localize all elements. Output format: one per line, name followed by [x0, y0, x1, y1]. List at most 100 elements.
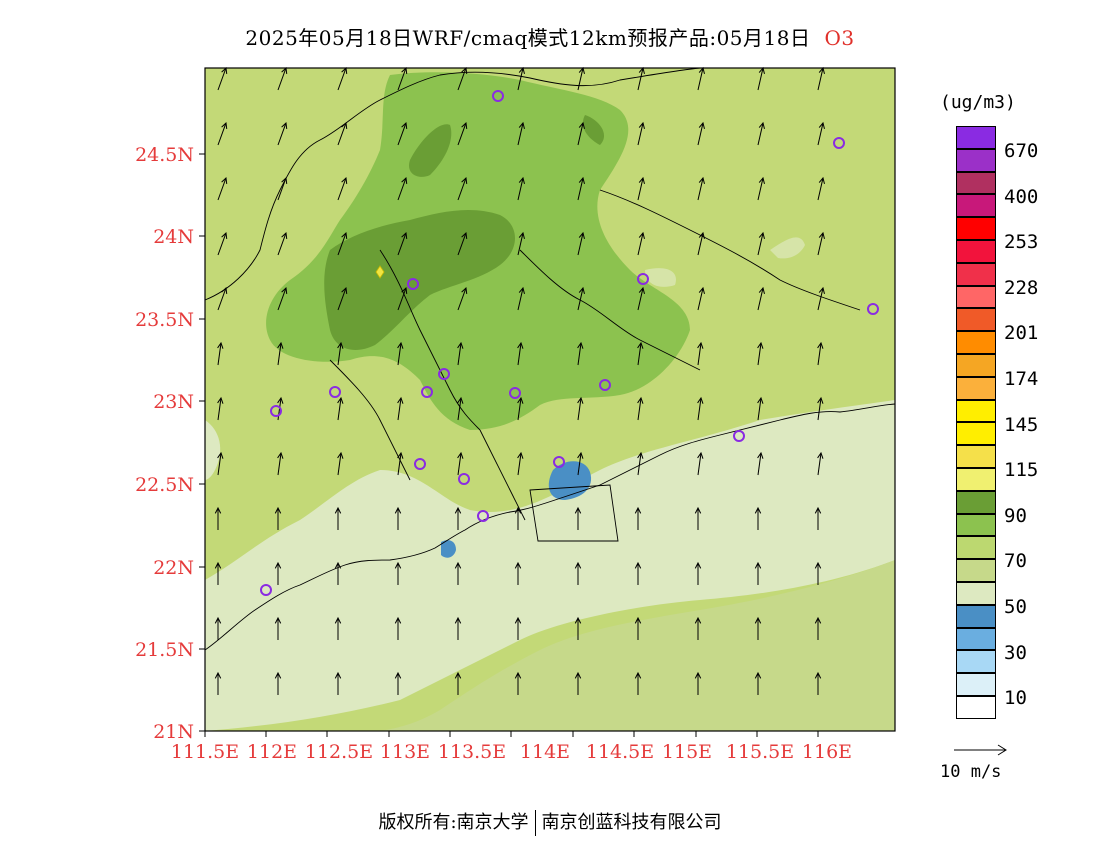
- inner-border-1: [379, 249, 481, 431]
- inner-border-4: [329, 359, 411, 481]
- wind-reference-arrow: [954, 744, 1007, 756]
- wind-arrow-head: [818, 176, 825, 184]
- wind-arrow-head: [518, 231, 525, 239]
- wind-arrow-head: [281, 176, 288, 185]
- wind-arrow-head: [457, 451, 464, 459]
- wind-arrow-head: [637, 341, 644, 349]
- wind-arrow-head: [221, 231, 228, 240]
- station-marker: [599, 379, 611, 391]
- wind-arrow-head: [517, 396, 524, 404]
- wind-arrow: [397, 287, 407, 311]
- wind-arrow-head: [754, 671, 762, 679]
- legend-swatch: [956, 148, 996, 172]
- wind-arrow: [817, 232, 824, 256]
- wind-arrow: [757, 232, 764, 256]
- wind-arrow-head: [694, 506, 702, 514]
- station-marker: [477, 510, 489, 522]
- wind-arrow-head: [341, 176, 348, 185]
- station-marker: [733, 430, 745, 442]
- wind-arrow: [637, 122, 644, 146]
- wind-arrow-head: [394, 506, 402, 514]
- wind-arrow-head: [817, 451, 824, 459]
- wind-arrow: [457, 342, 462, 366]
- wind-arrow: [217, 452, 222, 476]
- wind-arrow-head: [578, 176, 585, 184]
- legend-swatch: [956, 468, 996, 491]
- wind-arrow-head: [634, 561, 642, 569]
- wind-arrow: [697, 342, 702, 366]
- lat-label: 23.5N: [135, 309, 194, 331]
- wind-arrow: [397, 397, 402, 421]
- wind-arrow-head: [401, 286, 408, 295]
- station-marker: [867, 303, 879, 315]
- wind-arrow-head: [818, 231, 825, 239]
- wind-arrow: [217, 67, 227, 91]
- wind-arrow-head: [454, 616, 462, 624]
- wind-arrow: [637, 232, 644, 256]
- wind-arrow-head: [337, 451, 344, 459]
- wind-arrow: [277, 67, 287, 91]
- lon-label: 116E: [802, 741, 852, 763]
- wind-vectors: [214, 66, 825, 695]
- wind-arrow-head: [401, 231, 408, 240]
- map-title: 2025年05月18日WRF/cmaq模式12km预报产品:05月18日 O3: [0, 22, 1100, 51]
- wind-arrow-head: [634, 671, 642, 679]
- wind-arrow: [637, 177, 644, 201]
- wind-arrow: [217, 397, 222, 421]
- wind-arrow-head: [517, 341, 524, 349]
- wind-arrow-head: [281, 231, 288, 240]
- wind-arrow-head: [574, 561, 582, 569]
- wind-arrow: [277, 342, 282, 366]
- wind-arrow-head: [638, 231, 645, 239]
- field-dark-green-3: [582, 115, 605, 145]
- wind-arrow-head: [698, 176, 705, 184]
- field-pale-west: [205, 420, 221, 480]
- wind-arrow: [517, 122, 524, 146]
- legend-swatch: [956, 582, 996, 605]
- wind-arrow-head: [694, 561, 702, 569]
- legend-swatch: [956, 354, 996, 377]
- wind-arrow-head: [697, 451, 704, 459]
- legend-swatch: [956, 262, 996, 286]
- station-marker: [260, 584, 272, 596]
- wind-arrow-head: [818, 121, 825, 129]
- wind-arrow-head: [757, 451, 764, 459]
- station-marker: [407, 278, 419, 290]
- lat-label: 22N: [153, 557, 194, 579]
- wind-arrow-head: [757, 341, 764, 349]
- wind-arrow: [697, 67, 704, 91]
- wind-arrow-head: [577, 451, 584, 459]
- wind-arrow-head: [814, 616, 822, 624]
- wind-arrow-head: [334, 671, 342, 679]
- wind-arrow-head: [514, 616, 522, 624]
- wind-arrow-head: [817, 396, 824, 404]
- wind-arrow-head: [397, 451, 404, 459]
- lat-label: 24.5N: [135, 144, 194, 166]
- wind-arrow-head: [277, 396, 284, 404]
- wind-arrow-head: [457, 396, 464, 404]
- legend-label: 115: [1004, 459, 1039, 482]
- wind-arrow: [577, 232, 584, 256]
- wind-arrow: [457, 122, 467, 146]
- wind-arrow-head: [401, 121, 408, 130]
- lon-label: 115.5E: [726, 741, 794, 763]
- wind-arrow: [817, 397, 822, 421]
- lat-label: 23N: [153, 391, 194, 413]
- legend-swatch: [956, 285, 996, 309]
- wind-arrow-head: [814, 506, 822, 514]
- wind-arrow: [457, 397, 462, 421]
- legend-swatch: [956, 513, 996, 537]
- wind-arrow: [637, 342, 642, 366]
- hk-box: [529, 484, 619, 542]
- wind-arrow-head: [638, 121, 645, 129]
- lon-label: 114.5E: [586, 741, 654, 763]
- wind-arrow-head: [454, 671, 462, 679]
- wind-arrow: [397, 67, 407, 91]
- field-pale-sea: [205, 400, 895, 731]
- station-marker: [553, 456, 565, 468]
- wind-arrow: [697, 177, 704, 201]
- wind-arrow-head: [754, 616, 762, 624]
- wind-arrow: [397, 342, 402, 366]
- wind-arrow: [757, 122, 764, 146]
